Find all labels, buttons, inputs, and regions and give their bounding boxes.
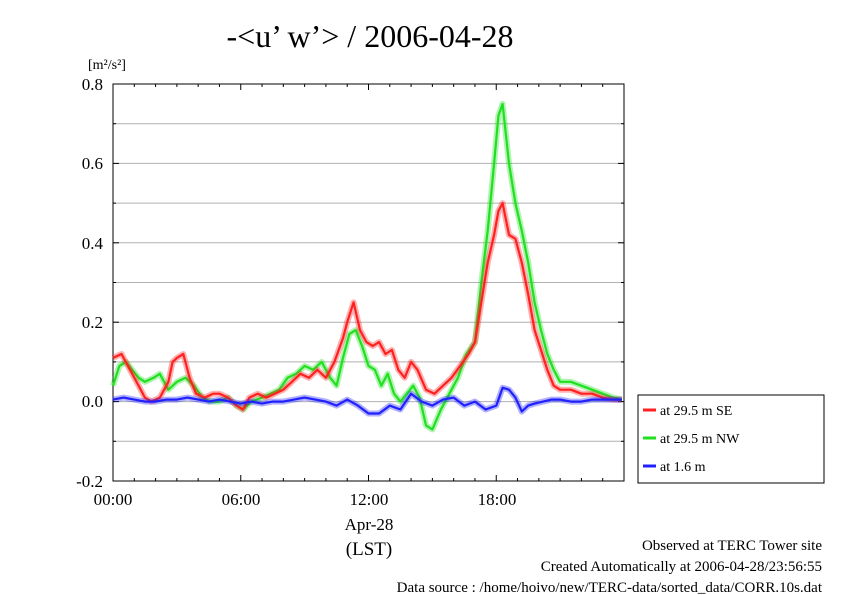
footer-source: Data source : /home/hoivo/new/TERC-data/… [397, 580, 823, 595]
y-axis-unit: [m²/s²] [88, 58, 126, 73]
y-tick-label: 0.6 [82, 154, 103, 173]
y-tick-label: 0.8 [82, 75, 103, 94]
y-tick-label: -0.2 [76, 472, 103, 491]
x-tick-labels: 00:00 06:00 12:00 18:00 Apr-28 (LST) [94, 490, 517, 560]
footer-site: Observed at TERC Tower site [642, 538, 822, 554]
axis-ticks [112, 83, 625, 482]
footer: Observed at TERC Tower site Created Auto… [397, 538, 823, 595]
x-tick-label: 06:00 [222, 490, 261, 509]
series-line [112, 202, 622, 411]
y-tick-label: 0.4 [82, 234, 104, 253]
legend-label-se: at 29.5 m SE [660, 404, 732, 419]
x-tick-label: 00:00 [94, 490, 133, 509]
legend: at 29.5 m SE at 29.5 m NW at 1.6 m [637, 394, 825, 484]
y-tick-label: 0.2 [82, 313, 103, 332]
legend-label-low: at 1.6 m [660, 460, 706, 475]
footer-created: Created Automatically at 2006-04-28/23:5… [541, 559, 822, 575]
series-line [112, 386, 622, 415]
x-date-label: Apr-28 [345, 515, 394, 534]
chart-title: -<u’ w’> / 2006-04-28 [227, 18, 514, 54]
legend-box [637, 394, 825, 484]
legend-label-nw: at 29.5 m NW [660, 432, 740, 447]
x-zone-label: (LST) [346, 539, 392, 560]
grid-lines [113, 123, 624, 442]
series-line [111, 102, 623, 431]
y-tick-labels: 0.8 0.6 0.4 0.2 0.0 -0.2 [76, 75, 103, 491]
x-tick-label: 12:00 [350, 490, 389, 509]
series-lines [110, 100, 623, 433]
x-tick-label: 18:00 [478, 490, 517, 509]
y-tick-label: 0.0 [82, 392, 103, 411]
